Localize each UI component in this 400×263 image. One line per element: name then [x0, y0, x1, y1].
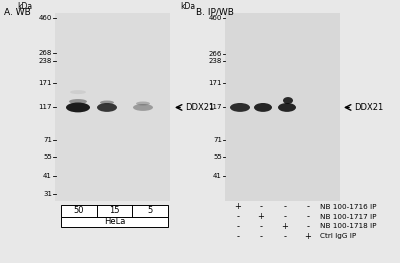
Text: 238: 238: [209, 58, 222, 64]
Text: +: +: [282, 222, 288, 231]
Bar: [61, 216, 168, 227]
Text: -: -: [260, 202, 262, 211]
Text: 41: 41: [43, 173, 52, 179]
Ellipse shape: [136, 102, 150, 105]
Text: -: -: [260, 222, 262, 231]
Ellipse shape: [69, 99, 87, 104]
Text: -: -: [284, 232, 286, 241]
Text: -: -: [306, 202, 310, 211]
Text: -: -: [260, 232, 262, 241]
Text: 71: 71: [43, 137, 52, 143]
Bar: [61, 205, 168, 216]
Text: 71: 71: [213, 137, 222, 143]
Text: NB 100-1716 IP: NB 100-1716 IP: [320, 204, 376, 210]
Text: 171: 171: [38, 80, 52, 86]
Text: 5: 5: [148, 206, 153, 215]
Ellipse shape: [230, 103, 250, 112]
Text: -: -: [236, 212, 240, 221]
Ellipse shape: [254, 103, 272, 112]
Text: DDX21: DDX21: [185, 103, 214, 112]
Text: -: -: [306, 222, 310, 231]
Ellipse shape: [70, 90, 86, 94]
Text: 460: 460: [39, 15, 52, 21]
Text: 31: 31: [43, 191, 52, 197]
Text: 55: 55: [43, 154, 52, 160]
Text: -: -: [284, 212, 286, 221]
Ellipse shape: [100, 100, 114, 104]
Text: 266: 266: [209, 51, 222, 57]
Text: +: +: [304, 232, 312, 241]
Text: 238: 238: [39, 58, 52, 64]
Text: 55: 55: [213, 154, 222, 160]
Text: 268: 268: [39, 50, 52, 56]
Ellipse shape: [97, 103, 117, 112]
Text: -: -: [284, 202, 286, 211]
Text: -: -: [236, 232, 240, 241]
Text: Ctrl IgG IP: Ctrl IgG IP: [320, 233, 356, 239]
Text: +: +: [258, 212, 264, 221]
Text: kDa: kDa: [17, 2, 32, 11]
Text: NB 100-1718 IP: NB 100-1718 IP: [320, 223, 376, 229]
Bar: [225, 13, 340, 201]
Ellipse shape: [283, 97, 293, 104]
Ellipse shape: [66, 103, 90, 112]
Text: -: -: [306, 212, 310, 221]
Text: 117: 117: [208, 104, 222, 110]
Text: 171: 171: [208, 80, 222, 86]
Text: 50: 50: [74, 206, 84, 215]
Text: 15: 15: [109, 206, 120, 215]
Text: +: +: [234, 202, 242, 211]
Text: 117: 117: [38, 104, 52, 110]
Bar: [55, 13, 170, 201]
Text: HeLa: HeLa: [104, 218, 125, 226]
Text: DDX21: DDX21: [354, 103, 383, 112]
Text: -: -: [236, 222, 240, 231]
Ellipse shape: [133, 104, 153, 111]
Text: A. WB: A. WB: [4, 8, 31, 17]
Text: NB 100-1717 IP: NB 100-1717 IP: [320, 214, 376, 220]
Text: 41: 41: [213, 173, 222, 179]
Text: B. IP/WB: B. IP/WB: [196, 8, 234, 17]
Text: 460: 460: [209, 15, 222, 21]
Ellipse shape: [278, 103, 296, 112]
Text: kDa: kDa: [180, 2, 195, 11]
